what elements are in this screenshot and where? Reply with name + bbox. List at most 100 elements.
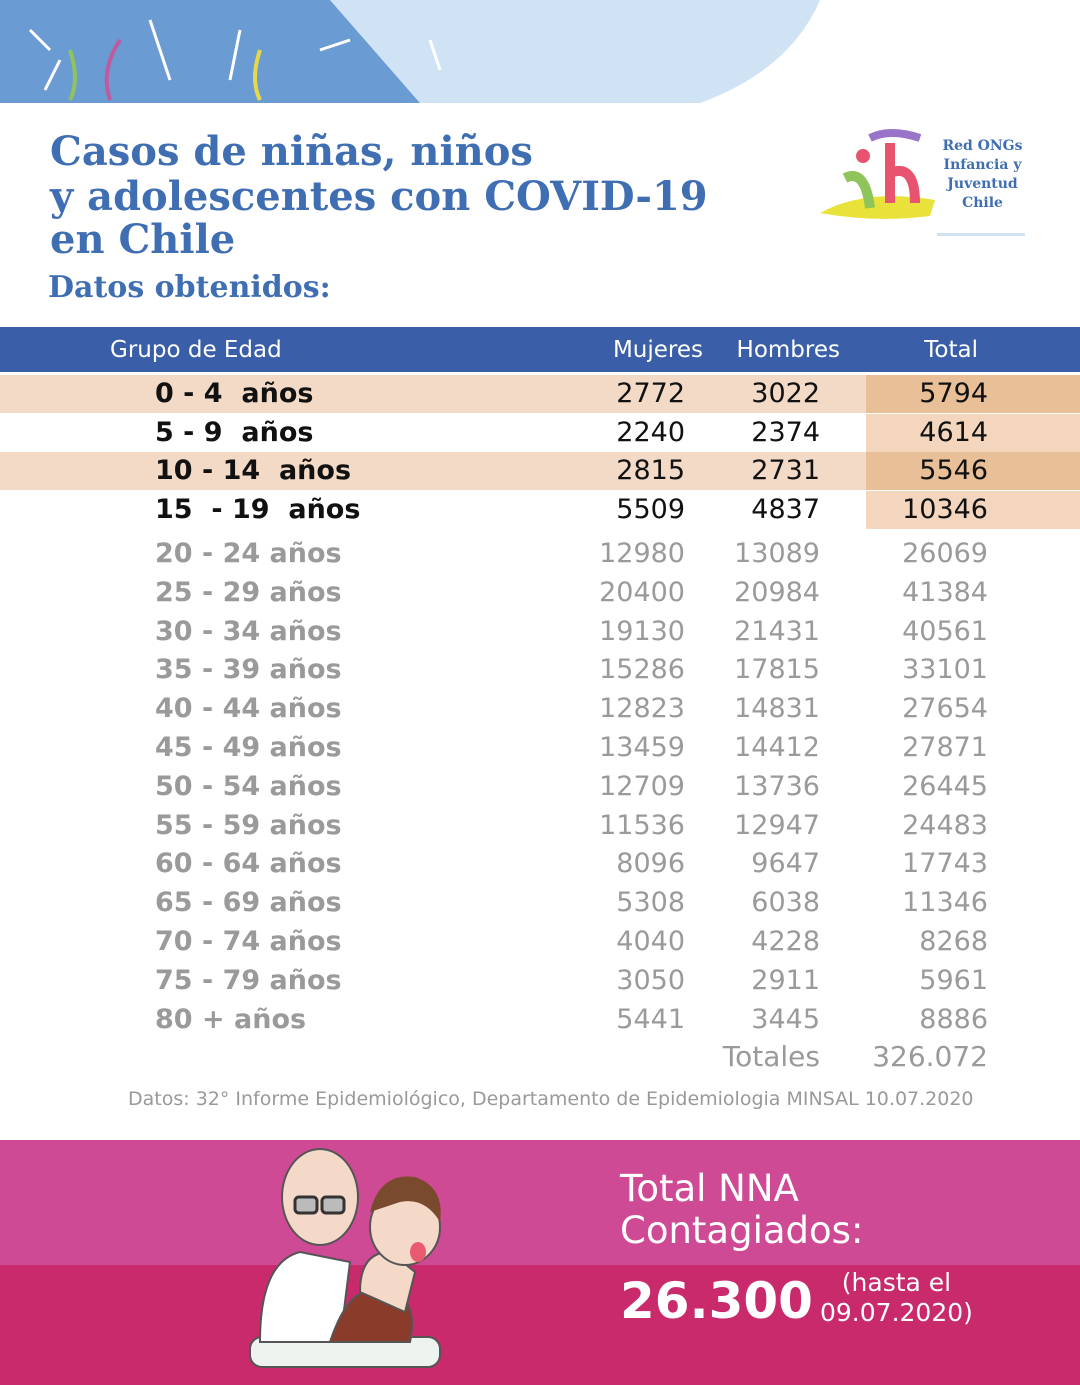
column-header: Grupo de Edad	[110, 337, 282, 363]
row-label: 35 - 39 años	[155, 654, 342, 686]
row-label: 0 - 4 años	[155, 378, 314, 409]
cell-value: 21431	[734, 615, 820, 647]
row-label: 15 - 19 años	[155, 494, 361, 526]
totals-label: Totales	[722, 1040, 820, 1073]
cell-value: 8886	[919, 1003, 988, 1035]
cell-value: 20984	[734, 576, 820, 608]
cell-value: 5308	[616, 887, 685, 919]
cell-value: 5509	[616, 494, 685, 526]
cell-value: 3445	[751, 1003, 820, 1035]
total-highlight	[866, 452, 1080, 491]
footer-label: Total NNA Contagiados:	[620, 1168, 863, 1252]
totals-value: 326.072	[872, 1040, 988, 1073]
title-line: Casos de niñas, niños	[50, 128, 533, 175]
cell-value: 14831	[734, 693, 820, 725]
column-header: Hombres	[736, 337, 840, 363]
cell-value: 41384	[902, 576, 988, 608]
cell-value: 20400	[599, 576, 685, 608]
cell-value: 12823	[599, 693, 685, 725]
cell-value: 19130	[599, 615, 685, 647]
cell-value: 13736	[734, 770, 820, 802]
row-label: 80 + años	[155, 1003, 307, 1035]
total-highlight	[866, 375, 1080, 413]
cell-value: 26445	[902, 770, 988, 802]
logo-mark	[820, 129, 935, 219]
cell-value: 27654	[902, 693, 988, 725]
total-highlight	[866, 491, 1080, 530]
cell-value: 12709	[599, 770, 685, 802]
total-highlight	[866, 413, 1080, 452]
row-highlight	[0, 375, 866, 413]
cell-value: 2374	[751, 416, 820, 448]
cell-value: 13459	[599, 732, 685, 763]
cell-value: 33101	[902, 654, 988, 686]
row-label: 30 - 34 años	[155, 615, 342, 647]
cell-value: 8268	[919, 926, 988, 957]
cell-value: 12980	[599, 538, 685, 569]
cell-value: 9647	[751, 848, 820, 880]
cell-value: 24483	[902, 809, 988, 841]
row-label: 55 - 59 años	[155, 809, 342, 841]
footer-label-line: Total NNA	[620, 1167, 799, 1210]
cell-value: 17815	[734, 654, 820, 686]
cell-value: 2772	[616, 378, 685, 409]
cell-value: 10346	[902, 494, 988, 526]
cell-value: 17743	[902, 848, 988, 880]
cell-value: 4837	[751, 494, 820, 526]
cell-value: 26069	[902, 538, 988, 569]
footer-top	[0, 1140, 1080, 1265]
cell-value: 13089	[734, 538, 820, 569]
row-label: 5 - 9 años	[155, 416, 314, 448]
cell-value: 3050	[616, 964, 685, 996]
column-header: Mujeres	[612, 337, 703, 363]
cell-value: 2911	[751, 964, 820, 996]
table-header-bar	[0, 327, 1080, 372]
row-highlight	[0, 452, 866, 491]
row-label: 60 - 64 años	[155, 848, 342, 880]
logo-text: Red ONGs Infancia y Juventud Chile	[935, 137, 1030, 213]
row-label: 45 - 49 años	[155, 732, 342, 763]
logo-line: Juventud	[947, 176, 1018, 192]
top-banner	[0, 0, 1080, 103]
cell-value: 5794	[919, 378, 988, 409]
cell-value: 40561	[902, 615, 988, 647]
title-line: en Chile	[50, 216, 236, 263]
logo-line: Infancia y	[943, 157, 1022, 173]
footer-note: (hasta el 09.07.2020)	[820, 1268, 973, 1328]
subtitle: Datos obtenidos:	[48, 270, 331, 305]
footer-note-line: (hasta el	[841, 1268, 952, 1297]
cell-value: 15286	[599, 654, 685, 686]
logo-line: Chile	[962, 195, 1003, 211]
logo-line: Red ONGs	[942, 138, 1023, 154]
footer-label-line: Contagiados:	[620, 1209, 864, 1252]
row-label: 20 - 24 años	[155, 538, 342, 569]
cell-value: 2815	[616, 455, 685, 487]
cell-value: 5961	[919, 964, 988, 996]
title-line: y adolescentes con COVID-19	[50, 173, 708, 220]
column-header: Total	[924, 337, 978, 363]
logo-rule	[937, 233, 1025, 236]
cell-value: 8096	[616, 848, 685, 880]
footer-value: 26.300	[620, 1272, 813, 1330]
cell-value: 6038	[751, 887, 820, 919]
cell-value: 12947	[734, 809, 820, 841]
source: Datos: 32° Informe Epidemiológico, Depar…	[128, 1088, 974, 1110]
cell-value: 2240	[616, 416, 685, 448]
row-label: 70 - 74 años	[155, 926, 342, 957]
footer-bottom	[0, 1265, 1080, 1385]
cell-value: 11536	[599, 809, 685, 841]
cell-value: 11346	[902, 887, 988, 919]
doctor-illustration	[249, 1148, 441, 1368]
cell-value: 4614	[919, 416, 988, 448]
cell-value: 4228	[751, 926, 820, 957]
cell-value: 5441	[616, 1003, 685, 1035]
cell-value: 14412	[734, 732, 820, 763]
row-label: 50 - 54 años	[155, 770, 342, 802]
cell-value: 3022	[751, 378, 820, 409]
cell-value: 5546	[919, 455, 988, 487]
row-label: 10 - 14 años	[155, 455, 352, 487]
cell-value: 4040	[616, 926, 685, 957]
cell-value: 27871	[902, 732, 988, 763]
